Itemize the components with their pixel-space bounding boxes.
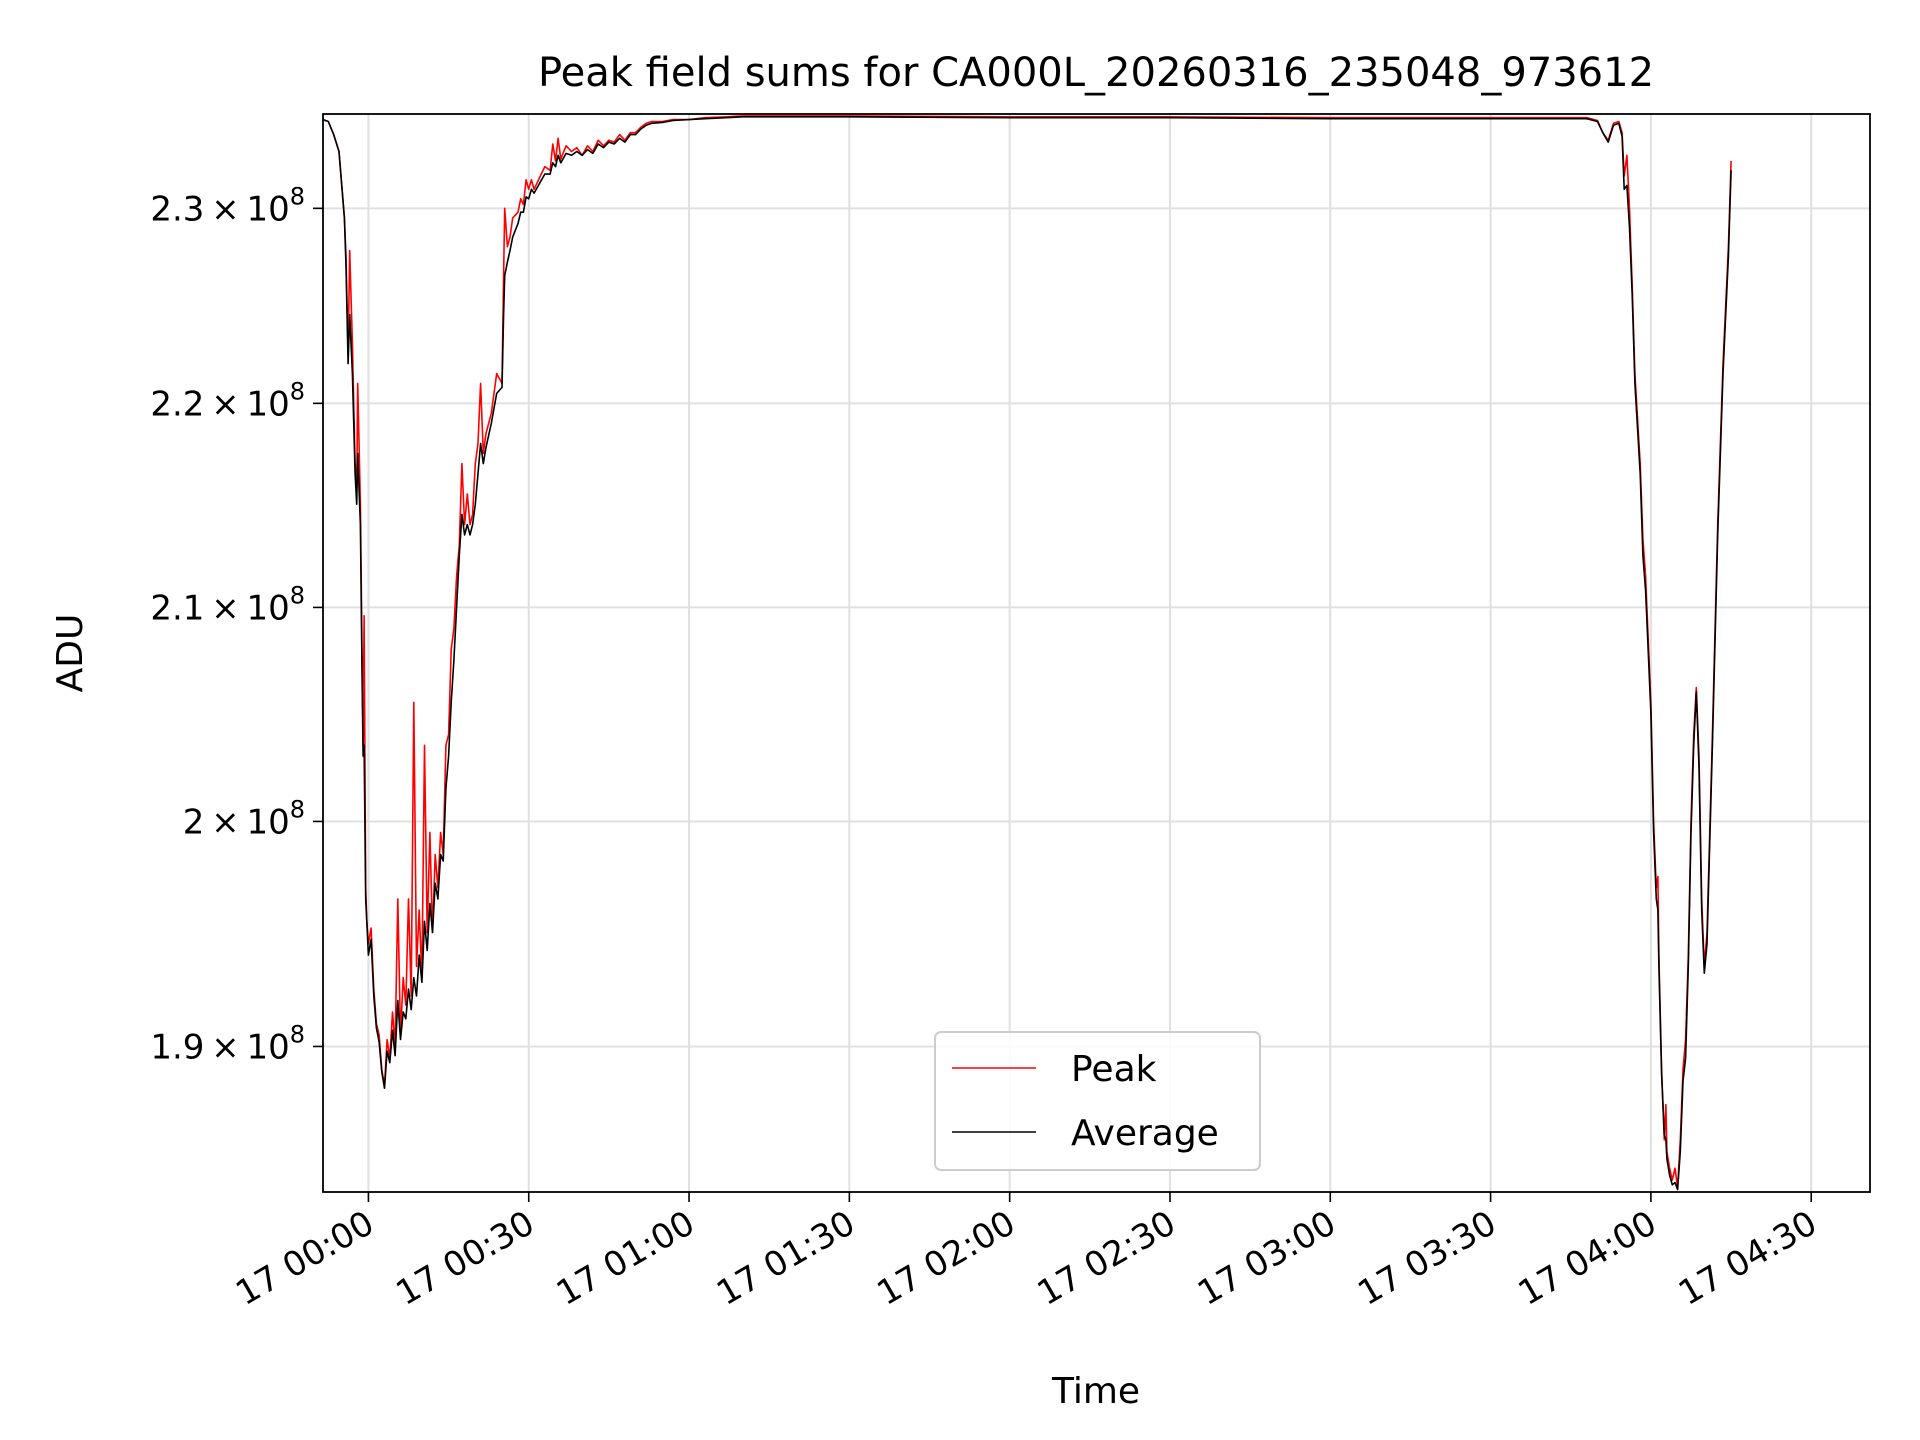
- grid: [323, 114, 1870, 1192]
- x-tick-label: 17 01:00: [550, 1203, 702, 1314]
- x-tick-label: 17 00:00: [229, 1203, 381, 1314]
- x-tick-label: 17 03:00: [1191, 1203, 1343, 1314]
- legend-box: [934, 1031, 1261, 1171]
- y-tick-label: 2.1 × 108: [150, 581, 305, 628]
- y-tick-label: 1.9 × 108: [150, 1020, 305, 1067]
- x-tick-label: 17 00:30: [390, 1203, 542, 1314]
- legend-label-average: Average: [1071, 1113, 1219, 1154]
- y-tick-label: 2 × 108: [183, 795, 305, 842]
- plot-area: [323, 114, 1870, 1192]
- x-tick-label: 17 02:30: [1031, 1203, 1183, 1314]
- x-tick-label: 17 01:30: [710, 1203, 862, 1314]
- y-tick-label: 2.2 × 108: [150, 377, 305, 424]
- series-layer: [323, 115, 1732, 1191]
- legend: Peak Average: [934, 1031, 1261, 1171]
- x-tick-label: 17 04:30: [1672, 1203, 1824, 1314]
- legend-label-peak: Peak: [1071, 1049, 1157, 1090]
- x-axis-ticks: 17 00:00 17 00:30 17 01:00 17 01:30 17 02:00…: [229, 1192, 1824, 1314]
- axes-frame: [322, 113, 1871, 1193]
- x-tick-label: 17 04:00: [1512, 1203, 1664, 1314]
- chart-title: Peak field sums for CA000L_20260316_2350…: [538, 50, 1654, 96]
- y-tick-label: 2.3 × 108: [150, 182, 305, 229]
- y-axis-label: ADU: [50, 614, 91, 693]
- x-axis-label: Time: [1051, 1371, 1140, 1412]
- x-tick-label: 17 03:30: [1351, 1203, 1503, 1314]
- x-tick-label: 17 02:00: [870, 1203, 1022, 1314]
- y-axis-ticks: 1.9 × 108 2 × 108 2.1 × 108 2.2 × 108 2.3 × …: [150, 182, 323, 1067]
- series-line-average: [323, 116, 1732, 1191]
